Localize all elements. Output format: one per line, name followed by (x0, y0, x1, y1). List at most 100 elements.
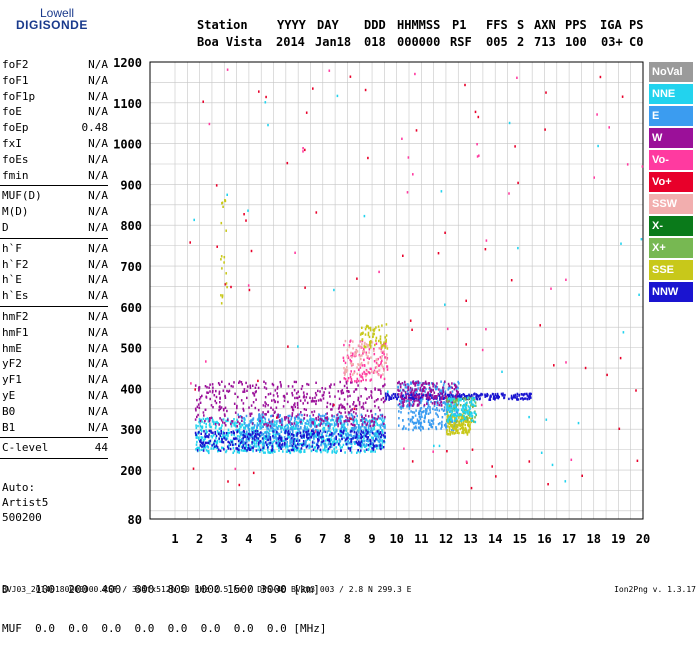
data-point (381, 446, 383, 449)
data-point (311, 433, 314, 436)
data-point (274, 424, 276, 427)
data-point (365, 353, 368, 356)
data-point (369, 371, 371, 375)
data-point (255, 442, 258, 445)
x-tick-label: 20 (636, 532, 650, 546)
data-point (496, 396, 498, 399)
data-point (444, 303, 446, 306)
data-point (335, 451, 337, 454)
data-point (401, 382, 404, 385)
data-point (237, 415, 240, 419)
data-point (441, 408, 443, 411)
data-point (200, 441, 202, 444)
data-point (489, 395, 492, 399)
data-point (351, 427, 354, 431)
data-point (420, 384, 423, 387)
data-point (333, 403, 335, 407)
data-point (418, 422, 420, 425)
data-point (411, 328, 413, 331)
data-point (285, 416, 288, 419)
data-point (397, 386, 399, 389)
data-point (407, 418, 410, 421)
data-point (294, 427, 297, 430)
data-point (214, 399, 216, 403)
data-point (377, 388, 380, 391)
data-point (205, 360, 207, 363)
data-point (202, 445, 204, 448)
data-point (295, 449, 298, 452)
data-point (372, 436, 374, 440)
data-point (263, 423, 265, 426)
data-point (288, 436, 291, 439)
data-point (306, 429, 308, 432)
param-separator (0, 437, 108, 439)
data-point (286, 161, 289, 165)
data-point (264, 382, 267, 385)
header-label: IGA (600, 18, 622, 32)
data-point (333, 415, 335, 418)
data-point (286, 427, 288, 430)
data-point (310, 431, 312, 434)
data-point (224, 414, 226, 417)
data-point (329, 395, 331, 398)
data-point (416, 383, 419, 387)
data-point (448, 397, 451, 400)
data-point (433, 396, 435, 400)
param-row: foEs N/A (0, 153, 108, 169)
data-point (260, 423, 262, 427)
data-point (271, 426, 274, 430)
data-point (305, 428, 307, 431)
data-point (217, 448, 220, 451)
data-point (256, 427, 258, 430)
x-tick-label: 2 (196, 532, 203, 546)
param-row: D N/A (0, 221, 108, 237)
data-point (338, 406, 341, 409)
data-point (359, 354, 361, 358)
data-point (340, 392, 343, 395)
data-point (446, 411, 449, 414)
data-point (340, 415, 343, 418)
data-point (307, 429, 310, 433)
data-point (256, 430, 259, 433)
data-point (367, 362, 369, 365)
data-point (282, 439, 284, 443)
data-point (327, 447, 330, 450)
data-point (339, 422, 342, 425)
data-point (308, 435, 311, 438)
data-point (245, 444, 247, 448)
data-point (353, 371, 355, 375)
param-value: N/A (88, 273, 108, 287)
data-point (218, 392, 221, 395)
data-point (447, 406, 449, 409)
data-point (291, 444, 294, 448)
data-point (207, 391, 209, 394)
data-point (278, 432, 281, 436)
data-point (373, 444, 376, 448)
data-point (261, 421, 263, 424)
data-point (516, 395, 518, 398)
data-point (386, 365, 388, 368)
data-point (339, 444, 341, 447)
data-point (382, 365, 384, 369)
data-point (237, 395, 239, 399)
data-point (433, 444, 435, 448)
data-point (243, 440, 245, 444)
data-point (233, 433, 235, 437)
data-point (330, 408, 332, 411)
data-point (362, 378, 364, 382)
data-point (363, 434, 365, 438)
data-point (384, 435, 386, 438)
data-point (245, 381, 247, 385)
data-point (470, 411, 473, 414)
data-point (375, 371, 378, 374)
data-point (320, 433, 323, 437)
data-point (233, 381, 235, 384)
legend-item: X+ (649, 238, 693, 258)
data-point (311, 419, 313, 423)
data-point (320, 422, 322, 425)
data-point (368, 351, 370, 354)
data-point (447, 397, 450, 401)
data-point (321, 436, 323, 439)
data-point (287, 431, 289, 434)
data-point (448, 422, 451, 425)
